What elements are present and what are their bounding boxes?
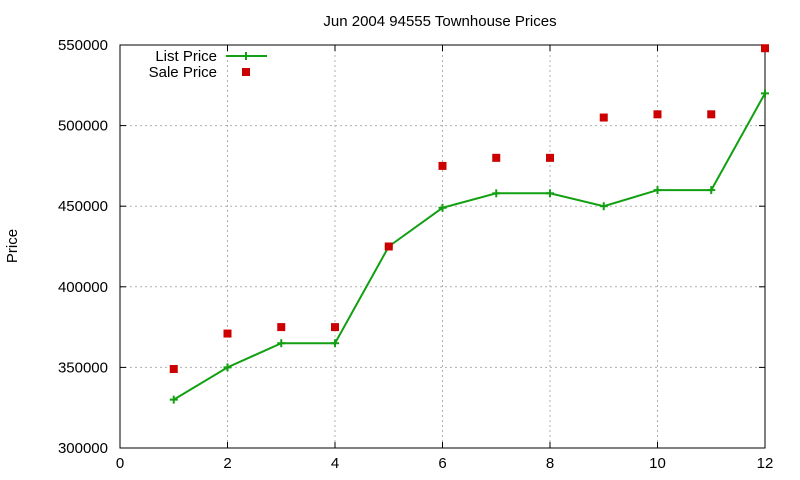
legend-swatch-sale-price [242,68,250,76]
chart-title: Jun 2004 94555 Townhouse Prices [323,13,556,30]
y-tick-label: 450000 [58,198,108,215]
list-price-point [331,339,339,348]
sale-price-point [438,161,447,170]
sale-price-point [277,323,286,332]
list-price-point [761,89,769,98]
list-price-point [653,186,662,195]
list-price-line [173,92,766,401]
x-tick-label: 8 [546,455,554,472]
legend-label-sale-price: Sale Price [149,64,217,81]
list-price-point [707,186,716,195]
y-axis-title: Price [4,229,21,263]
list-price-point [492,189,501,198]
list-price-point [438,203,447,212]
x-tick-label: 6 [438,455,446,472]
list-price-point [277,339,286,348]
axis-ticks: 0 2 4 6 8 10 12 300000 350000 400000 450000 500000 5… [58,37,773,472]
sale-price-point [384,242,393,251]
x-tick-label: 12 [757,455,774,472]
grid-lines [120,45,765,448]
y-tick-label: 550000 [58,37,108,54]
y-tick-label: 400000 [58,279,108,296]
sale-price-point [599,113,608,122]
sale-price-point [331,323,339,332]
list-price-point [599,202,608,211]
series-layer [169,44,769,404]
legend-marker-list-price [242,52,250,60]
sale-price-point [169,365,178,374]
sale-price-point [761,44,769,53]
x-tick-label: 0 [116,455,124,472]
sale-price-point [492,153,501,162]
x-tick-label: 10 [649,455,666,472]
y-tick-label: 500000 [58,118,108,135]
legend: List Price Sale Price [149,48,267,81]
y-tick-label: 300000 [58,440,108,457]
sale-price-point [223,329,232,338]
sale-price-point [546,153,554,162]
list-price-point [223,363,232,372]
list-price-point [169,395,178,404]
x-tick-label: 4 [331,455,339,472]
y-tick-label: 350000 [58,359,108,376]
x-tick-label: 2 [223,455,231,472]
sale-price-point [707,110,716,119]
sale-price-point [653,110,662,119]
legend-label-list-price: List Price [155,48,217,65]
list-price-point [546,189,554,198]
